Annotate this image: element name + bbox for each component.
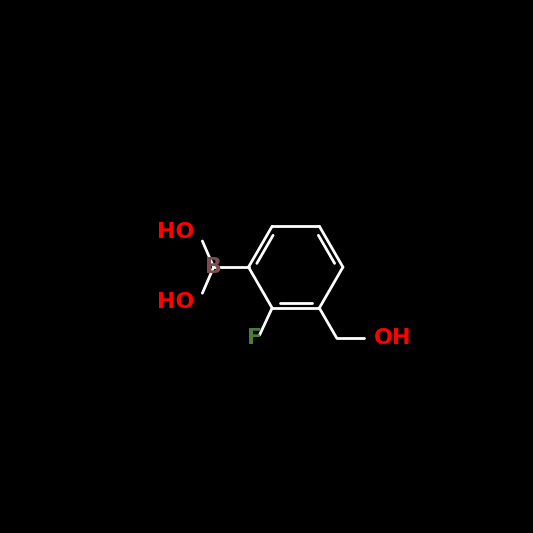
- Text: F: F: [247, 328, 262, 348]
- Text: HO: HO: [157, 222, 194, 242]
- Text: HO: HO: [157, 292, 194, 312]
- Text: OH: OH: [374, 328, 411, 348]
- Text: B: B: [205, 257, 222, 277]
